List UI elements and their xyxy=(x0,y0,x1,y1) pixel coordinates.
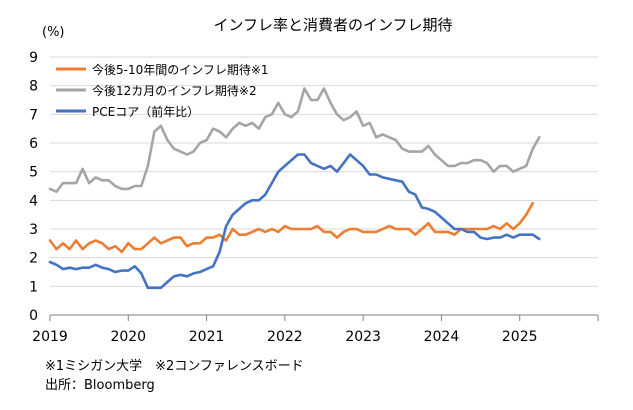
y-tick-label: 5 xyxy=(29,165,38,181)
series-line-1 xyxy=(48,201,535,254)
series-line-3 xyxy=(48,153,541,290)
legend: 今後5-10年間のインフレ期待※1 今後12カ月のインフレ期待※2 PCEコア（前年… xyxy=(56,62,269,119)
x-tick-label: 2022 xyxy=(267,329,303,345)
chart-title: インフレ率と消費者のインフレ期待 xyxy=(213,16,452,34)
y-tick-label: 6 xyxy=(29,136,38,152)
series-line-2 xyxy=(48,87,541,193)
legend-label-1: 今後5-10年間のインフレ期待※1 xyxy=(92,62,269,77)
x-tick-label: 2024 xyxy=(424,329,460,345)
y-tick-label: 0 xyxy=(29,308,38,324)
y-tick-label: 7 xyxy=(29,107,38,123)
y-tick-label: 2 xyxy=(29,251,38,267)
grid-lines xyxy=(49,56,599,321)
y-tick-label: 4 xyxy=(29,193,38,209)
x-tick-label: 2019 xyxy=(32,329,68,345)
x-tick-label: 2021 xyxy=(189,329,225,345)
y-tick-label: 3 xyxy=(29,222,38,238)
y-tick-label: 9 xyxy=(29,50,38,66)
y-tick-label: 8 xyxy=(29,79,38,95)
legend-label-2: 今後12カ月のインフレ期待※2 xyxy=(92,83,257,98)
footnote: ※1ミシガン大学 ※2コンファレンスボード xyxy=(45,359,304,374)
y-tick-label: 1 xyxy=(29,279,38,295)
source-note: 出所：Bloomberg xyxy=(45,378,155,393)
y-tick-labels: 0 1 2 3 4 5 6 7 8 9 xyxy=(29,50,38,324)
x-tick-labels: 2019 2020 2021 2022 2023 2024 2025 xyxy=(32,329,537,345)
legend-label-3: PCEコア（前年比） xyxy=(92,104,199,119)
x-tick-label: 2023 xyxy=(345,329,381,345)
y-axis-unit: (%) xyxy=(42,25,65,40)
x-tick-label: 2020 xyxy=(110,329,146,345)
x-tick-label: 2025 xyxy=(502,329,538,345)
series-lines xyxy=(48,87,541,290)
